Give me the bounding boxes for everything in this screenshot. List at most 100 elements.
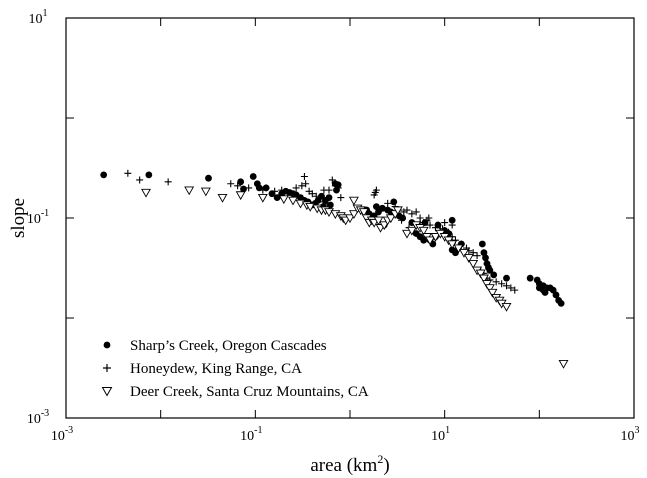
data-point-plus — [322, 199, 330, 207]
series-2 — [141, 186, 569, 369]
data-point-plus — [408, 210, 416, 218]
data-point-plus — [337, 194, 345, 202]
data-point-triangle — [558, 359, 569, 369]
data-point-plus — [492, 278, 500, 286]
data-point-plus — [403, 206, 411, 214]
data-point-triangle — [345, 214, 355, 224]
y-tick-label: 101 — [29, 8, 48, 27]
x-tick-label: 10-1 — [240, 425, 262, 444]
x-tick-label: 10-3 — [51, 425, 73, 444]
data-point-plus — [507, 284, 515, 292]
legend-marker-sharps-creek — [103, 341, 111, 349]
data-point-plus — [426, 221, 434, 229]
data-point-triangle — [484, 284, 495, 294]
data-point-circle — [486, 266, 494, 274]
data-point-triangle — [468, 259, 479, 269]
data-point-triangle — [348, 196, 359, 206]
data-point-circle — [490, 271, 498, 279]
data-point-plus — [320, 186, 328, 194]
data-point-triangle — [379, 221, 390, 231]
data-point-plus — [498, 280, 506, 288]
data-point-plus — [372, 186, 380, 194]
data-point-circle — [240, 185, 247, 193]
data-point-circle — [539, 282, 547, 290]
data-point-circle — [448, 216, 456, 224]
data-point-triangle — [235, 191, 246, 201]
data-point-triangle — [373, 216, 384, 226]
data-point-triangle — [453, 244, 464, 254]
data-point-circle — [100, 171, 108, 179]
data-point-triangle — [501, 302, 512, 312]
data-point-plus — [234, 182, 242, 190]
data-point-plus — [319, 198, 327, 206]
data-point-plus — [473, 252, 481, 260]
data-point-plus — [511, 286, 519, 294]
data-point-plus — [298, 182, 306, 190]
data-point-circle — [205, 174, 212, 182]
data-point-triangle — [257, 193, 268, 203]
data-point-triangle — [141, 188, 151, 198]
x-axis-label: area (km2) — [310, 452, 389, 476]
data-point-triangle — [430, 233, 441, 242]
data-point-circle — [372, 203, 380, 211]
data-point-triangle — [358, 208, 369, 218]
data-point-plus — [302, 180, 310, 188]
data-point-plus — [398, 216, 406, 224]
data-point-plus — [292, 184, 300, 192]
data-point-plus — [412, 208, 420, 216]
data-point-circle — [379, 204, 386, 212]
plot-frame — [65, 17, 635, 419]
data-point-triangle — [200, 187, 211, 197]
data-point-plus — [245, 184, 253, 192]
data-point-circle — [526, 274, 534, 282]
data-point-plus — [227, 180, 235, 188]
legend-marker-honeydew — [103, 364, 111, 372]
legend-label-honeydew: Honeydew, King Range, CA — [130, 361, 302, 377]
data-point-circle — [237, 178, 245, 186]
data-point-circle — [273, 194, 281, 201]
data-points — [100, 169, 569, 369]
y-tick-label: 10-3 — [27, 408, 49, 427]
legend: Sharp’s Creek, Oregon Cascades Honeydew,… — [101, 338, 369, 400]
data-point-circle — [557, 299, 565, 307]
data-point-triangle — [418, 226, 429, 236]
data-point-plus — [262, 184, 270, 192]
data-point-plus — [300, 173, 308, 181]
data-point-plus — [434, 221, 442, 229]
data-point-plus — [334, 184, 342, 192]
y-tick-label: 10-1 — [27, 208, 49, 227]
data-point-circle — [503, 274, 510, 282]
data-point-triangle — [278, 195, 289, 205]
data-point-plus — [316, 195, 324, 203]
data-point-circle — [268, 190, 276, 198]
data-point-triangle — [463, 254, 474, 263]
data-point-plus — [441, 219, 449, 227]
data-point-plus — [278, 186, 286, 194]
data-point-circle — [480, 249, 488, 257]
data-point-triangle — [478, 274, 489, 284]
data-point-triangle — [348, 210, 359, 219]
data-point-triangle — [392, 206, 403, 216]
legend-label-sharps-creek: Sharp’s Creek, Oregon Cascades — [130, 338, 327, 354]
data-point-triangle — [406, 226, 417, 236]
x-tick-label: 103 — [621, 425, 640, 444]
data-point-plus — [448, 221, 456, 229]
data-point-plus — [503, 282, 511, 290]
data-point-triangle — [305, 202, 316, 212]
data-point-triangle — [487, 288, 498, 298]
legend-marker-deer-creek — [101, 387, 113, 397]
data-point-circle — [145, 171, 153, 179]
series-1 — [124, 169, 519, 294]
data-point-triangle — [288, 196, 298, 206]
data-point-circle — [552, 291, 560, 299]
data-point-circle — [482, 254, 489, 262]
data-point-triangle — [385, 214, 396, 224]
data-point-plus — [271, 187, 279, 195]
data-point-plus — [312, 192, 320, 200]
data-point-triangle — [402, 229, 412, 239]
data-point-plus — [284, 188, 292, 196]
data-point-circle — [478, 240, 486, 248]
data-point-plus — [328, 176, 336, 184]
